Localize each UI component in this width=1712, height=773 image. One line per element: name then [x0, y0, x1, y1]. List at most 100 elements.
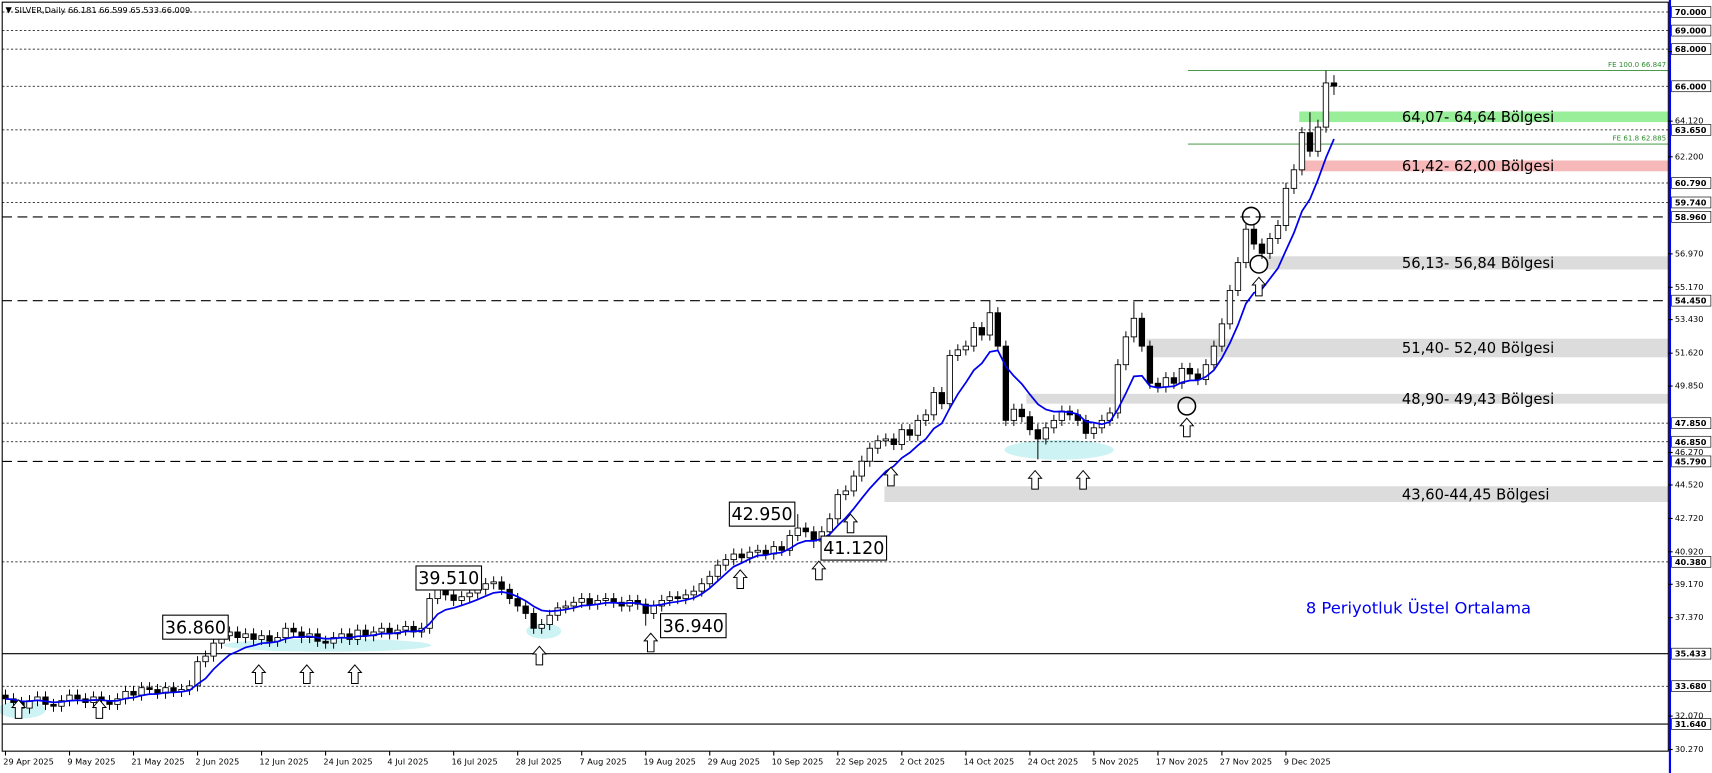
last-low: 65.533	[130, 4, 159, 14]
candle-body	[242, 633, 249, 639]
candle-body	[154, 689, 161, 694]
candle-body	[1306, 132, 1314, 152]
level-label: 54.450	[1675, 296, 1707, 306]
candle-body	[1330, 82, 1338, 87]
candle-body	[674, 596, 681, 600]
candle-body	[426, 598, 433, 629]
candle-body	[50, 703, 57, 707]
level-box	[1671, 124, 1712, 136]
candle-body	[570, 601, 577, 607]
arrow	[1179, 417, 1195, 438]
candle-body	[330, 637, 337, 644]
candle-body	[602, 598, 609, 601]
candle-body	[514, 598, 521, 607]
candle-body	[1322, 82, 1330, 128]
candle-body	[482, 583, 489, 590]
candle-body	[250, 633, 257, 640]
fe-label: FE 61.8 62.885	[1613, 134, 1667, 143]
y-tick-label: 40.920	[1675, 546, 1704, 556]
candle-body	[1042, 427, 1050, 440]
x-tick-label: 10 Sep 2025	[772, 757, 824, 767]
last-high: 66.599	[99, 4, 128, 14]
candle-body	[994, 312, 1002, 347]
candle-body	[946, 354, 953, 405]
candle-body	[1154, 382, 1162, 388]
price-label: 39.510	[418, 569, 479, 589]
level-box	[1671, 556, 1712, 568]
price-box	[415, 565, 483, 591]
candle-body	[546, 614, 553, 626]
candle-body	[898, 429, 905, 445]
candle-body	[322, 640, 329, 644]
zone-label: 61,42- 62,00 Bölgesi	[1402, 158, 1554, 175]
level-box	[1671, 294, 1712, 307]
candle-body	[642, 603, 649, 614]
candle-body	[762, 549, 769, 555]
level-box	[1671, 647, 1712, 660]
candle-body	[202, 655, 209, 663]
arrow	[1075, 469, 1091, 490]
zone	[1299, 160, 1669, 172]
y-tick-label: 62.200	[1675, 151, 1704, 161]
candle-body	[834, 494, 841, 520]
arrow	[811, 560, 827, 581]
zone-label: 48,90- 49,43 Bölgesi	[1402, 391, 1554, 408]
candle-body	[170, 687, 177, 692]
candle-body	[530, 612, 537, 629]
zone	[884, 486, 1669, 503]
candle-body	[282, 627, 289, 639]
x-tick-label: 27 Nov 2025	[1220, 757, 1272, 767]
candle-body	[730, 553, 737, 561]
candle-body	[490, 581, 497, 585]
arrow	[531, 645, 547, 666]
y-tick-label: 49.850	[1675, 381, 1704, 391]
x-tick-label: 17 Nov 2025	[1156, 757, 1208, 767]
zone-label: 64,07- 64,64 Bölgesi	[1402, 109, 1554, 126]
candle-body	[850, 475, 857, 492]
x-tick-label: 28 Jul 2025	[515, 757, 561, 767]
price-label: 36.940	[663, 617, 724, 637]
candle-body	[578, 598, 585, 603]
level-box	[1671, 680, 1712, 692]
y-tick-label: 37.370	[1675, 612, 1704, 622]
arrow	[643, 632, 659, 653]
arrow	[1251, 276, 1267, 297]
candle-body	[794, 527, 801, 536]
x-tick-label: 2 Jun 2025	[195, 757, 239, 767]
level-box	[1671, 211, 1712, 223]
candle-body	[962, 345, 970, 351]
level-label: 58.960	[1675, 212, 1707, 222]
level-label: 47.850	[1675, 418, 1707, 428]
candle-body	[722, 559, 729, 566]
y-tick-label: 53.430	[1675, 314, 1704, 324]
candle-body	[1298, 132, 1306, 171]
x-tick-label: 9 Dec 2025	[1284, 757, 1331, 767]
candle-body	[826, 518, 833, 533]
level-label: 60.790	[1675, 178, 1707, 188]
candle-body	[882, 438, 889, 442]
candle-body	[866, 447, 873, 462]
arrow	[842, 513, 859, 534]
level-label: 45.790	[1675, 456, 1707, 466]
symbol: SILVER,Daily	[14, 4, 65, 14]
candle-body	[538, 624, 545, 629]
x-tick-label: 2 Oct 2025	[900, 757, 945, 767]
candle-body	[1258, 243, 1266, 254]
y-tick-label: 56.970	[1675, 248, 1704, 258]
candle-body	[234, 631, 241, 639]
level-box	[1671, 196, 1712, 209]
candle-body	[874, 440, 881, 449]
candle-body	[1250, 228, 1258, 245]
level-box	[1671, 80, 1712, 93]
candle-body	[738, 553, 745, 559]
x-tick-label: 14 Oct 2025	[964, 757, 1015, 767]
candle-body	[1266, 238, 1274, 254]
candle-body	[1290, 169, 1298, 189]
level-label: 31.640	[1675, 719, 1707, 729]
candle-body	[1242, 228, 1250, 264]
candle-body	[194, 661, 201, 687]
candle-body	[1026, 416, 1034, 431]
candle-body	[906, 429, 913, 436]
marker-circle	[1177, 396, 1197, 416]
y-tick-label: 55.170	[1675, 282, 1704, 292]
